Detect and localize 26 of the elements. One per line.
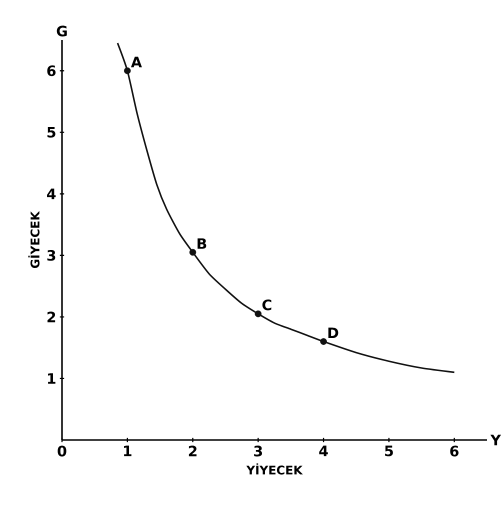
text: G (56, 26, 67, 36)
annotation: D (328, 328, 338, 338)
point (124, 67, 131, 74)
y-tick-label: 5 (47, 126, 56, 138)
x-tick-label: 1 (124, 446, 132, 456)
x-tick-label: 4 (319, 446, 328, 456)
y-tick-label: 2 (48, 312, 56, 322)
x-tick-label: 0 (58, 446, 66, 456)
x-tick-label: 6 (450, 446, 459, 456)
y-tick-label: 4 (47, 188, 56, 200)
x-tick-label: 3 (254, 446, 262, 456)
line-series (116, 42, 456, 374)
point (189, 248, 196, 256)
point (254, 310, 262, 318)
annotation: A (130, 56, 142, 68)
text: Y (490, 434, 502, 446)
annotation: B (198, 238, 206, 249)
x-tick-label: 5 (385, 446, 393, 456)
y-tick-label: 3 (47, 250, 56, 261)
y-tick-label: 1 (48, 373, 56, 384)
annotation: C (262, 299, 272, 310)
x-tick-label: 2 (188, 446, 197, 456)
y-tick-label: 6 (47, 65, 56, 76)
point (320, 338, 327, 345)
y-axis-title: GİYECEK (28, 210, 40, 268)
x-axis-title: YİYECEK (246, 463, 303, 475)
